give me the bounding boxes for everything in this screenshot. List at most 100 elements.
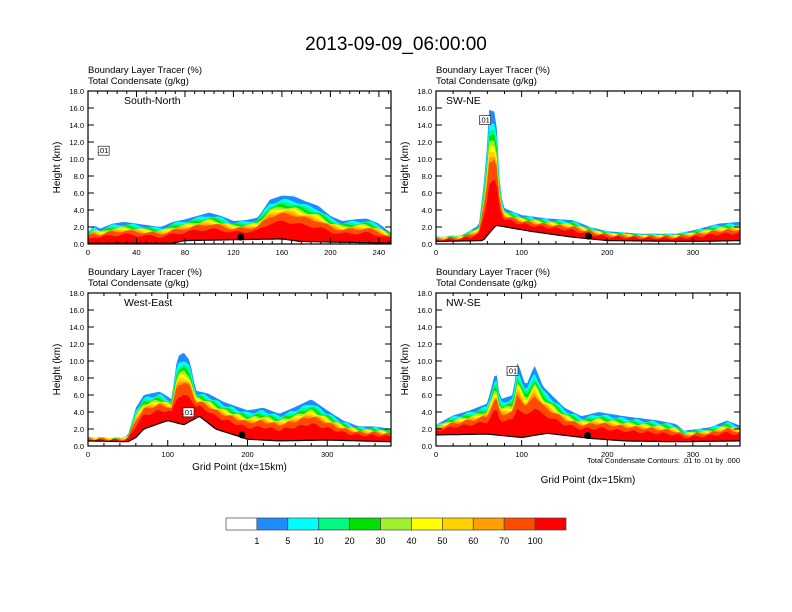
y-tick-label: 12.0: [417, 340, 432, 349]
y-axis-label: Height (km): [400, 142, 411, 194]
x-tick-label: 0: [86, 248, 90, 257]
contour-label: .01: [479, 116, 489, 125]
colorbar-label: 50: [437, 536, 447, 546]
y-tick-label: 8.0: [74, 374, 84, 383]
x-tick-label: 200: [601, 248, 614, 257]
figure-title: 2013-09-09_06:00:00: [305, 34, 487, 55]
colorbar-swatch: [349, 517, 381, 531]
y-tick-label: 4.0: [422, 408, 432, 417]
tracer-field: [436, 109, 740, 242]
contour-info-text: Total Condensate Contours: .01 to .01 by…: [587, 456, 740, 465]
colorbar-label: 20: [345, 536, 355, 546]
panel-subtitle: Total Condensate (g/kg): [88, 278, 189, 289]
x-tick-label: 300: [687, 450, 700, 459]
x-tick-label: 240: [373, 248, 386, 257]
panel-west-east: Boundary Layer Tracer (%)Total Condensat…: [52, 267, 392, 473]
contour-label: .01: [183, 408, 193, 417]
x-tick-label: 200: [601, 450, 614, 459]
colorbar-swatch: [225, 517, 258, 531]
panel-label: SW-NE: [446, 95, 481, 107]
panel-south-north: Boundary Layer Tracer (%)Total Condensat…: [52, 65, 392, 257]
y-tick-label: 6.0: [74, 189, 84, 198]
panel-subtitle: Boundary Layer Tracer (%): [88, 65, 202, 76]
x-tick-label: 120: [227, 248, 240, 257]
y-tick-label: 14.0: [417, 323, 432, 332]
y-tick-label: 8.0: [422, 374, 432, 383]
x-tick-label: 100: [515, 450, 528, 459]
panel-subtitle: Boundary Layer Tracer (%): [88, 267, 202, 278]
contour-label-box: [97, 145, 110, 156]
y-tick-label: 4.0: [74, 408, 84, 417]
contour-label: .01: [507, 367, 517, 376]
colorbar-swatch: [442, 517, 474, 531]
y-tick-label: 16.0: [417, 104, 432, 113]
y-axis-label: Height (km): [400, 344, 411, 396]
panel-subtitle: Total Condensate (g/kg): [88, 76, 189, 87]
colorbar-swatch: [534, 517, 567, 531]
y-tick-label: 2.0: [422, 425, 432, 434]
y-tick-label: 0.0: [74, 442, 84, 451]
x-tick-label: 200: [241, 450, 254, 459]
panel-sw-ne: Boundary Layer Tracer (%)Total Condensat…: [400, 65, 741, 257]
y-tick-label: 16.0: [417, 306, 432, 315]
y-tick-label: 10.0: [69, 357, 84, 366]
x-tick-label: 0: [434, 450, 438, 459]
plot-frame: [435, 292, 741, 447]
y-tick-label: 8.0: [422, 172, 432, 181]
tracer-contour-fill: [436, 408, 740, 442]
x-tick-label: 160: [276, 248, 289, 257]
tracer-field: [88, 195, 391, 244]
y-tick-label: 12.0: [69, 340, 84, 349]
colorbar-label: 40: [406, 536, 416, 546]
colorbar-label: 60: [468, 536, 478, 546]
colorbar-label: 70: [499, 536, 509, 546]
tracer-contour-fill: [436, 134, 740, 242]
x-tick-label: 100: [515, 248, 528, 257]
y-tick-label: 10.0: [417, 155, 432, 164]
panel-label: South-North: [124, 95, 181, 107]
contour-label-box: [182, 407, 195, 418]
panel-subtitle: Total Condensate (g/kg): [436, 76, 537, 87]
y-tick-label: 8.0: [74, 172, 84, 181]
tracer-contour-fill: [88, 394, 391, 442]
colorbar-label: 1: [254, 536, 259, 546]
x-tick-label: 100: [161, 450, 174, 459]
contour-label: .01: [98, 146, 108, 155]
panel-subtitle: Boundary Layer Tracer (%): [436, 267, 550, 278]
x-tick-label: 0: [434, 248, 438, 257]
tracer-field: [88, 352, 391, 443]
y-tick-label: 14.0: [417, 121, 432, 130]
plot-frame: [435, 90, 741, 245]
y-tick-label: 0.0: [422, 240, 432, 249]
y-tick-label: 18.0: [417, 87, 432, 96]
y-tick-label: 16.0: [69, 104, 84, 113]
panel-label: NW-SE: [446, 297, 481, 309]
y-tick-label: 2.0: [74, 223, 84, 232]
colorbar-swatch: [287, 517, 320, 531]
colorbar-label: 30: [376, 536, 386, 546]
y-tick-label: 10.0: [69, 155, 84, 164]
panel-subtitle: Total Condensate (g/kg): [436, 278, 537, 289]
location-marker: [238, 431, 246, 439]
y-tick-label: 0.0: [422, 442, 432, 451]
colorbar-label: 5: [285, 536, 290, 546]
colorbar-label: 10: [314, 536, 324, 546]
tracer-contour-fill: [436, 179, 740, 242]
plot-frame: [87, 90, 392, 245]
y-tick-label: 0.0: [74, 240, 84, 249]
y-tick-label: 6.0: [422, 391, 432, 400]
y-tick-label: 6.0: [422, 189, 432, 198]
colorbar-swatch: [256, 517, 289, 531]
y-tick-label: 18.0: [69, 289, 84, 298]
colorbar-swatch: [318, 517, 350, 531]
location-marker: [584, 431, 592, 439]
colorbar-swatch: [472, 517, 505, 531]
tracer-contour-fill: [88, 220, 391, 244]
x-tick-label: 40: [132, 248, 140, 257]
x-tick-label: 0: [86, 450, 90, 459]
contour-label-box: [506, 366, 519, 376]
y-tick-label: 12.0: [417, 138, 432, 147]
panel-label: West-East: [124, 297, 172, 309]
y-tick-label: 2.0: [422, 223, 432, 232]
y-tick-label: 6.0: [74, 391, 84, 400]
